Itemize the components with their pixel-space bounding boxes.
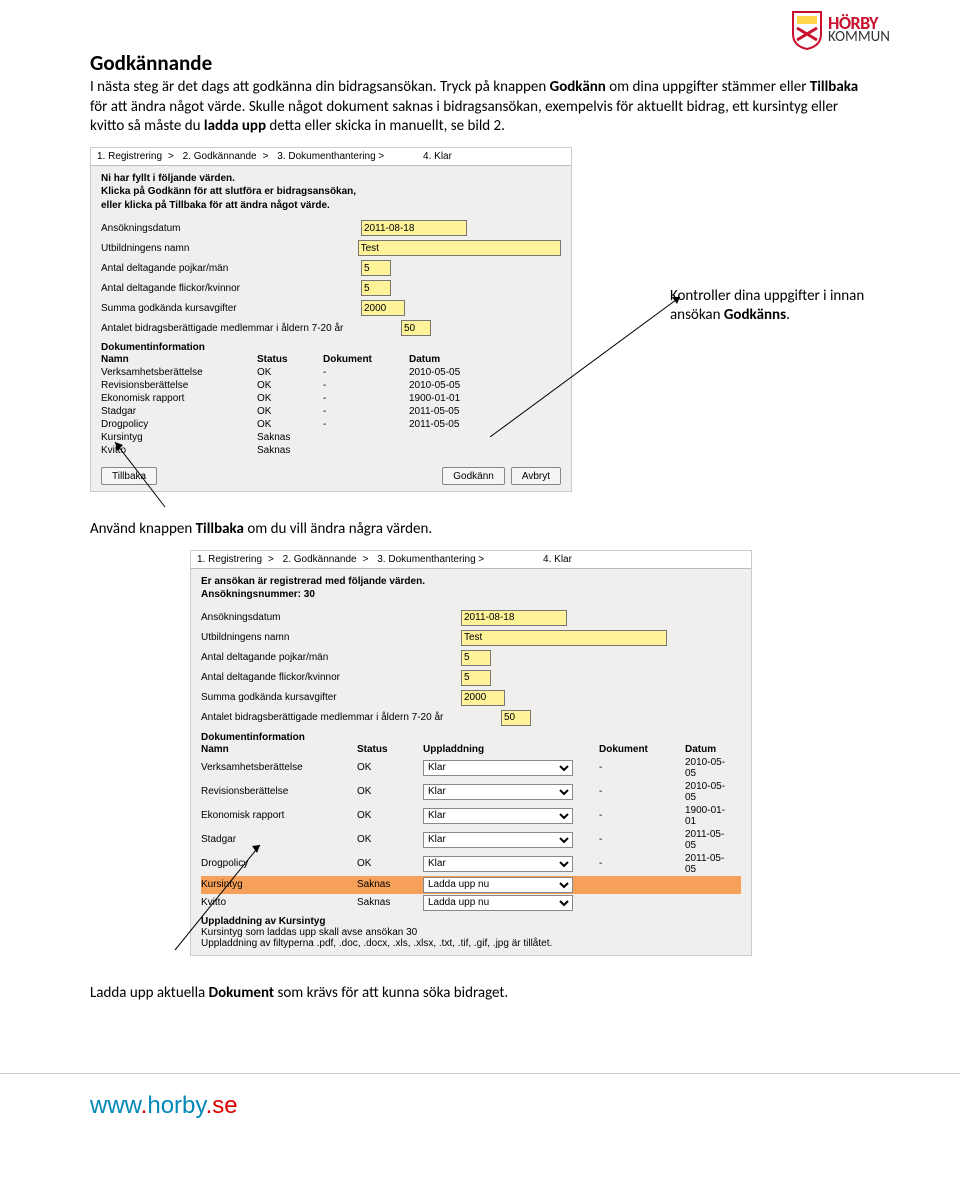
girls-count-input[interactable] bbox=[361, 280, 391, 296]
table-row: Ekonomisk rapportOKKlar-1900-01-01 bbox=[201, 804, 741, 828]
documents-table-2: Namn Status Uppladdning Dokument Datum V… bbox=[201, 743, 741, 912]
callout-upload-documents: Ladda upp aktuella Dokument som krävs fö… bbox=[90, 984, 870, 1004]
table-row: KvittoSaknasLadda upp nu bbox=[201, 894, 741, 912]
members-count-input-2[interactable] bbox=[501, 710, 531, 726]
step-indicator: 1. Registrering> 2. Godkännande> 3. Doku… bbox=[91, 148, 571, 166]
step-indicator-2: 1. Registrering> 2. Godkännande> 3. Doku… bbox=[191, 551, 751, 569]
upload-status-select[interactable]: Klar bbox=[423, 808, 573, 824]
table-row: RevisionsberättelseOK-2010-05-05 bbox=[101, 379, 561, 392]
upload-status-select[interactable]: Ladda upp nu bbox=[423, 877, 573, 893]
document-handling-panel: 1. Registrering> 2. Godkännande> 3. Doku… bbox=[190, 550, 752, 956]
boys-count-input[interactable] bbox=[361, 260, 391, 276]
course-fee-input[interactable] bbox=[361, 300, 405, 316]
application-date-input-2[interactable] bbox=[461, 610, 567, 626]
table-row: VerksamhetsberättelseOKKlar-2010-05-05 bbox=[201, 756, 741, 780]
table-row: KursintygSaknas bbox=[101, 431, 561, 444]
upload-status-select[interactable]: Klar bbox=[423, 856, 573, 872]
upload-note-2: Uppladdning av filtyperna .pdf, .doc, .d… bbox=[201, 938, 741, 949]
education-name-input[interactable] bbox=[358, 240, 561, 256]
table-row: StadgarOK-2011-05-05 bbox=[101, 405, 561, 418]
table-row: DrogpolicyOK-2011-05-05 bbox=[101, 418, 561, 431]
table-row: DrogpolicyOKKlar-2011-05-05 bbox=[201, 852, 741, 876]
cancel-button[interactable]: Avbryt bbox=[511, 467, 561, 485]
logo-text-kommun: KOMMUN bbox=[828, 31, 890, 44]
girls-count-input-2[interactable] bbox=[461, 670, 491, 686]
document-info-heading-2: Dokumentinformation bbox=[201, 732, 741, 743]
table-row: KursintygSaknasLadda upp nu bbox=[201, 876, 741, 894]
upload-status-select[interactable]: Klar bbox=[423, 784, 573, 800]
upload-note-1: Kursintyg som laddas upp skall avse ansö… bbox=[201, 927, 741, 938]
upload-heading: Uppladdning av Kursintyg bbox=[201, 916, 741, 927]
page-title: Godkännande bbox=[90, 50, 870, 76]
footer-url: www.horby.se bbox=[0, 1073, 960, 1120]
callout-check-values: Kontroller dina uppgifter i innan ansöka… bbox=[670, 287, 900, 326]
intro-paragraph: I nästa steg är det dags att godkänna di… bbox=[90, 78, 870, 137]
upload-status-select[interactable]: Ladda upp nu bbox=[423, 895, 573, 911]
approve-button[interactable]: Godkänn bbox=[442, 467, 505, 485]
panel1-instruction: Ni har fyllt i följande värden. Klicka p… bbox=[91, 166, 571, 213]
municipality-logo: HÖRBY KOMMUN bbox=[791, 10, 890, 50]
documents-table-1: Namn Status Dokument Datum Verksamhetsbe… bbox=[101, 353, 561, 457]
education-name-input-2[interactable] bbox=[461, 630, 667, 646]
application-date-input[interactable] bbox=[361, 220, 467, 236]
upload-status-select[interactable]: Klar bbox=[423, 832, 573, 848]
table-row: RevisionsberättelseOKKlar-2010-05-05 bbox=[201, 780, 741, 804]
back-button[interactable]: Tillbaka bbox=[101, 467, 157, 485]
approval-panel: 1. Registrering> 2. Godkännande> 3. Doku… bbox=[90, 147, 572, 493]
upload-status-select[interactable]: Klar bbox=[423, 760, 573, 776]
callout-use-back: Använd knappen Tillbaka om du vill ändra… bbox=[90, 520, 870, 540]
members-count-input[interactable] bbox=[401, 320, 431, 336]
document-info-heading: Dokumentinformation bbox=[101, 342, 561, 353]
table-row: StadgarOKKlar-2011-05-05 bbox=[201, 828, 741, 852]
table-row: VerksamhetsberättelseOK-2010-05-05 bbox=[101, 366, 561, 379]
panel2-instruction: Er ansökan är registrerad med följande v… bbox=[191, 569, 751, 602]
course-fee-input-2[interactable] bbox=[461, 690, 505, 706]
boys-count-input-2[interactable] bbox=[461, 650, 491, 666]
table-row: KvittoSaknas bbox=[101, 444, 561, 457]
table-row: Ekonomisk rapportOK-1900-01-01 bbox=[101, 392, 561, 405]
